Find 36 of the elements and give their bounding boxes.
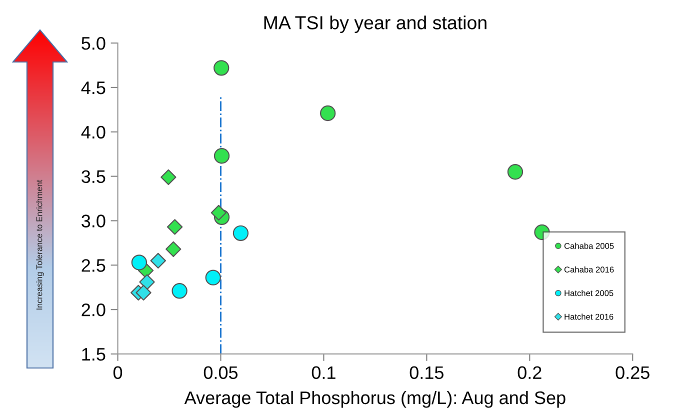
y-tick-label: 2.5 [82,259,106,272]
x-tick-label: 0.15 [410,366,444,380]
x-tick-label: 0.05 [204,366,238,380]
x-tick-label: 0.1 [312,366,336,380]
point [160,169,176,186]
point [214,148,230,164]
legend-label: Cahaba 2016 [564,266,614,273]
point [214,60,230,76]
y-tick-label: 1.5 [82,348,106,361]
legend-label: Hatchet 2016 [564,314,614,320]
y-tick-label: 2.0 [82,303,106,316]
y-tick-label: 3.5 [82,170,106,184]
point [166,241,182,257]
x-tick-label: 0.2 [518,366,542,380]
point [139,274,155,290]
point [136,284,152,301]
point [320,105,336,122]
point [232,225,249,241]
point [507,164,524,180]
y-tick-label: 5.0 [82,36,106,50]
legend-label: Cahaba 2005 [564,242,614,249]
text: Increasing Tolerance to Enrichment [36,180,44,310]
point [131,254,148,270]
y-tick-label: 3.0 [82,214,106,228]
point [172,283,188,299]
y-tick-label: 4.0 [81,126,106,139]
point [205,270,221,286]
point [166,219,183,235]
y-tick-label: 4.5 [81,82,106,94]
chart-title: MA TSI by year and station [264,16,486,34]
x-axis-title: Average Total Phosphorus (mg/L): Aug and Sep [184,390,566,408]
legend-label: Hatchet 2005 [564,290,614,296]
point [210,204,227,221]
x-tick-label: 0.25 [616,366,650,380]
point [150,252,166,269]
x-tick-label: 0 [113,366,122,380]
